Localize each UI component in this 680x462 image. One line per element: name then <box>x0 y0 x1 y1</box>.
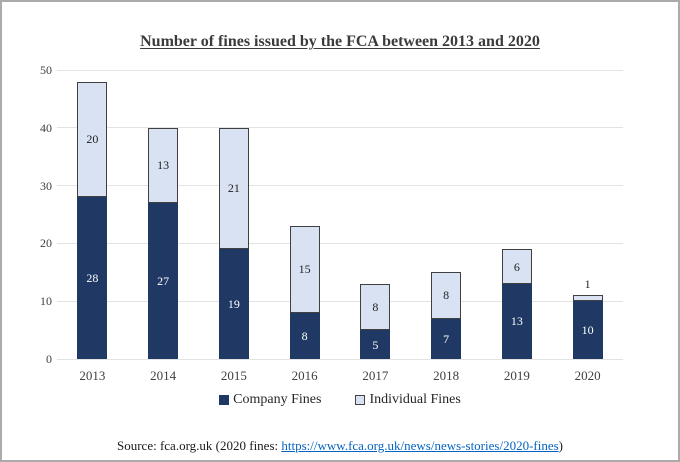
legend-swatch-company-fines <box>219 395 230 405</box>
bar-segment-2015-individual-fines: 21 <box>218 127 249 250</box>
data-label: 28 <box>86 271 99 286</box>
gridline-y-20 <box>57 242 623 244</box>
x-axis-tick-label: 2013 <box>79 368 106 383</box>
data-label: 13 <box>157 158 170 173</box>
bar-segment-2020-company-fines: 10 <box>572 301 603 359</box>
bar-segment-2014-company-fines: 27 <box>148 202 179 359</box>
chart-title: Number of fines issued by the FCA betwee… <box>140 33 540 50</box>
bar-segment-2016-individual-fines: 15 <box>289 226 320 313</box>
legend-swatch-individual-fines <box>355 395 366 405</box>
bar-segment-2015-company-fines: 19 <box>218 249 249 359</box>
data-label: 20 <box>86 132 99 147</box>
data-label: 5 <box>372 337 379 352</box>
bar-segment-2016-company-fines: 8 <box>289 312 320 359</box>
x-axis-tick-label: 2017 <box>362 368 389 383</box>
x-axis-tick-label: 2015 <box>220 368 247 383</box>
bar-segment-2013-company-fines: 28 <box>77 197 108 359</box>
bar-segment-2017-company-fines: 5 <box>360 330 391 359</box>
legend-label: Individual Fines <box>369 392 461 407</box>
data-label-outside: 1 <box>584 277 591 292</box>
bar-segment-2013-individual-fines: 20 <box>77 81 108 198</box>
legend-item-company-fines: Company Fines <box>219 392 321 408</box>
source-text-prefix: Source: fca.org.uk (2020 fines: <box>116 438 282 453</box>
y-axis-tick-label: 50 <box>40 63 52 77</box>
source-line: Source: fca.org.uk (2020 fines: https://… <box>2 438 678 454</box>
legend-item-individual-fines: Individual Fines <box>355 392 461 408</box>
y-axis-tick-label: 0 <box>46 352 52 366</box>
bar-segment-2019-company-fines: 13 <box>501 283 532 359</box>
x-axis-tick-label: 2018 <box>433 368 460 383</box>
gridline-y-10 <box>57 300 623 302</box>
data-label: 27 <box>157 273 170 288</box>
gridline-y-30 <box>57 185 623 187</box>
x-axis-tick-label: 2020 <box>574 368 601 383</box>
bar-segment-2014-individual-fines: 13 <box>148 127 179 203</box>
legend-label: Company Fines <box>233 392 322 407</box>
data-label: 10 <box>581 323 594 338</box>
data-label: 8 <box>372 299 379 314</box>
gridline-y-50 <box>57 69 623 71</box>
gridline-y-0 <box>57 358 623 360</box>
gridline-y-40 <box>57 127 623 129</box>
data-label: 8 <box>443 288 450 303</box>
bar-segment-2018-company-fines: 7 <box>431 318 462 359</box>
y-axis-tick-label: 30 <box>40 178 52 193</box>
y-axis-tick-label: 40 <box>40 120 52 135</box>
data-label: 15 <box>298 262 311 277</box>
bar-segment-2018-individual-fines: 8 <box>431 272 462 319</box>
data-label: 19 <box>227 297 240 312</box>
bar-segment-2017-individual-fines: 8 <box>360 283 391 331</box>
source-link[interactable]: https://www.fca.org.uk/news/news-stories… <box>281 438 559 453</box>
source-text-suffix: ) <box>558 438 564 453</box>
x-axis-tick-label: 2019 <box>503 368 530 383</box>
data-label: 8 <box>301 328 308 343</box>
legend: Company Fines Individual Fines <box>57 391 623 409</box>
y-axis-tick-label: 20 <box>40 236 52 251</box>
x-axis-tick-label: 2016 <box>291 368 318 383</box>
bar-segment-2019-individual-fines: 6 <box>501 249 532 284</box>
data-label: 13 <box>510 314 523 329</box>
data-label: 7 <box>443 331 450 346</box>
data-label: 6 <box>513 259 520 274</box>
bar-segment-2020-individual-fines <box>572 295 603 302</box>
y-axis-tick-label: 10 <box>40 294 52 309</box>
x-axis-tick-label: 2014 <box>150 368 177 383</box>
data-label: 21 <box>227 181 240 196</box>
